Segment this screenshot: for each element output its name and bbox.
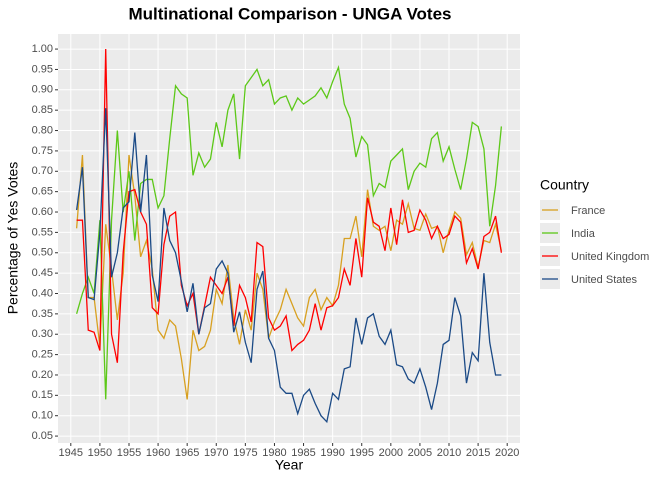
y-tick-label: 0.15 — [32, 389, 53, 401]
legend-label: France — [571, 205, 605, 217]
y-tick-label: 0.65 — [32, 186, 53, 198]
x-tick-label: 2015 — [466, 447, 490, 459]
y-tick-label: 0.60 — [32, 206, 53, 218]
y-tick-label: 0.85 — [32, 104, 53, 116]
x-tick-label: 1950 — [88, 447, 112, 459]
legend-label: India — [571, 228, 596, 240]
x-tick-label: 1985 — [291, 447, 315, 459]
y-tick-label: 0.80 — [32, 124, 53, 136]
series-line — [75, 108, 502, 424]
y-tick-label: 0.20 — [32, 369, 53, 381]
y-tick-label: 0.90 — [32, 84, 53, 96]
y-tick-label: 0.05 — [32, 430, 53, 442]
legend-title: Country — [540, 177, 589, 193]
x-tick-label: 2005 — [408, 447, 432, 459]
y-tick-label: 0.45 — [32, 267, 53, 279]
x-tick-label: 1990 — [320, 447, 344, 459]
x-tick-label: 2010 — [437, 447, 461, 459]
y-tick-label: 0.75 — [32, 145, 53, 157]
x-tick-label: 1955 — [117, 447, 141, 459]
y-tick-label: 0.70 — [32, 165, 53, 177]
x-tick-label: 2020 — [495, 447, 519, 459]
y-tick-label: 0.55 — [32, 226, 53, 238]
x-tick-label: 1975 — [233, 447, 257, 459]
x-tick-label: 1960 — [146, 447, 170, 459]
x-tick-label: 1980 — [262, 447, 286, 459]
x-axis-title: Year — [275, 457, 304, 473]
series-line — [76, 49, 503, 363]
panel — [58, 34, 520, 443]
y-tick-label: 0.50 — [32, 247, 53, 259]
y-tick-label: 1.00 — [32, 43, 53, 55]
x-tick-label: 1995 — [349, 447, 373, 459]
x-tick-label: 1970 — [204, 447, 228, 459]
y-tick-label: 0.40 — [32, 287, 53, 299]
x-tick-label: 1945 — [59, 447, 83, 459]
y-tick-label: 0.30 — [32, 328, 53, 340]
chart-title: Multinational Comparison - UNGA Votes — [128, 4, 451, 23]
y-tick-label: 0.95 — [32, 63, 53, 75]
x-tick-label: 1965 — [175, 447, 199, 459]
y-tick-label: 0.25 — [32, 349, 53, 361]
legend-label: United Kingdom — [571, 251, 649, 263]
y-tick-label: 0.35 — [32, 308, 53, 320]
y-axis-title: Percentage of Yes Votes — [5, 162, 21, 315]
y-tick-label: 0.10 — [32, 410, 53, 422]
x-tick-label: 2000 — [379, 447, 403, 459]
legend-label: United States — [571, 274, 638, 286]
